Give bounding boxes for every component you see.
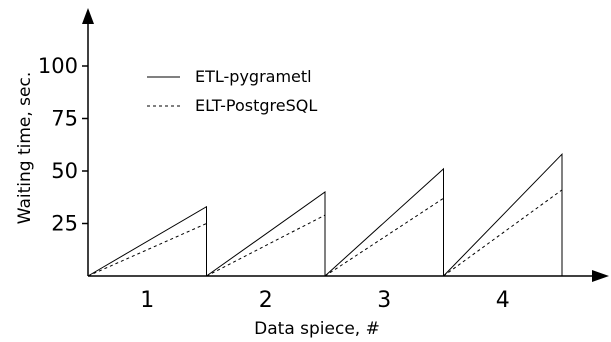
legend: ETL-pygrametl ELT-PostgreSQL xyxy=(147,67,317,115)
series-2-segment-1 xyxy=(87,223,207,277)
x-ticks: 1 2 3 4 xyxy=(140,288,510,313)
x-axis-label: Data spiece, # xyxy=(254,319,380,339)
x-tick-label-1: 1 xyxy=(140,288,154,313)
legend-item-1: ETL-pygrametl xyxy=(147,67,312,86)
series-2-segment-4 xyxy=(443,189,563,277)
series-1-segment-4 xyxy=(443,152,563,277)
legend-label-1: ETL-pygrametl xyxy=(195,67,312,86)
x-tick-label-2: 2 xyxy=(259,288,273,313)
series-2-segment-3 xyxy=(324,197,444,277)
y-tick-label-100: 100 xyxy=(38,54,78,78)
y-ticks: 25 50 75 100 xyxy=(38,54,88,236)
axes xyxy=(82,8,609,282)
series-layer xyxy=(87,152,563,277)
series-2-segment-2 xyxy=(206,214,326,277)
series-1-segment-3 xyxy=(324,167,444,277)
series-1-segment-1 xyxy=(87,205,207,277)
x-tick-label-4: 4 xyxy=(496,288,510,313)
series-1-segment-2 xyxy=(206,191,326,277)
y-tick-label-50: 50 xyxy=(51,159,78,183)
y-tick-label-25: 25 xyxy=(51,212,78,236)
legend-item-2: ELT-PostgreSQL xyxy=(147,96,317,115)
y-axis-label: Waiting time, sec. xyxy=(15,72,35,225)
x-axis-arrow xyxy=(592,270,609,282)
x-tick-label-3: 3 xyxy=(377,288,391,313)
legend-label-2: ELT-PostgreSQL xyxy=(195,96,317,115)
y-tick-label-75: 75 xyxy=(51,107,78,131)
y-axis-arrow xyxy=(82,8,94,24)
